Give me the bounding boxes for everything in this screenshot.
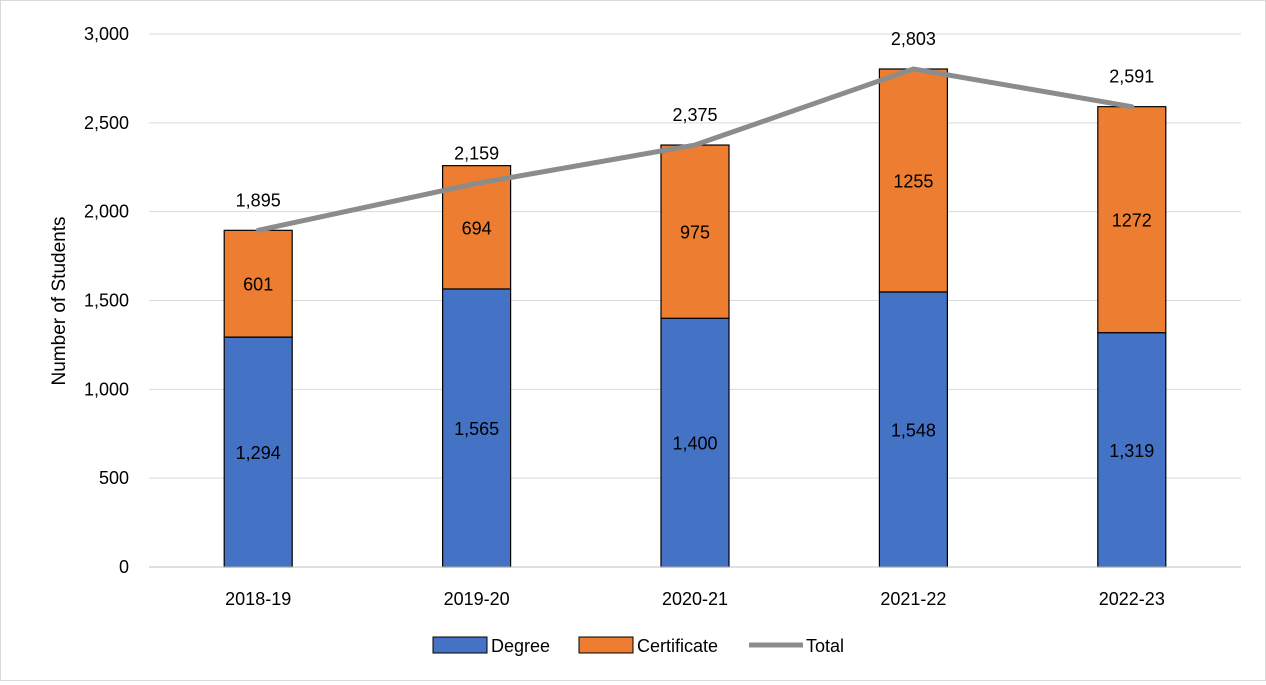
- y-tick-label: 1,000: [84, 379, 129, 399]
- data-label-total: 2,159: [454, 143, 499, 163]
- x-tick-label: 2021-22: [880, 589, 946, 609]
- data-label-degree: 1,565: [454, 419, 499, 439]
- legend-swatch-degree: [432, 636, 488, 654]
- data-label-degree: 1,400: [672, 434, 717, 454]
- bar-certificate: [223, 229, 293, 338]
- x-tick-label: 2018-19: [225, 589, 291, 609]
- x-axis-ticks: 2018-19 2019-20 2020-21 2021-22 2022-23: [149, 566, 1241, 609]
- data-label-total: 2,591: [1109, 67, 1154, 87]
- data-label-total: 2,375: [672, 105, 717, 125]
- data-label-certificate: 1272: [1112, 211, 1152, 231]
- bar-certificate: [1097, 106, 1167, 334]
- x-tick-label: 2022-23: [1099, 589, 1165, 609]
- data-label-degree: 1,294: [236, 443, 281, 463]
- y-tick-label: 2,000: [84, 202, 129, 222]
- total-series-line: [255, 66, 1135, 233]
- legend-label-certificate: Certificate: [637, 636, 718, 656]
- x-tick-label: 2020-21: [662, 589, 728, 609]
- legend-label-degree: Degree: [491, 636, 550, 656]
- data-label-certificate: 694: [462, 218, 492, 238]
- y-tick-label: 3,000: [84, 24, 129, 44]
- bar-certificate: [878, 68, 949, 293]
- bar-degree: [442, 288, 512, 568]
- data-label-degree: 1,548: [891, 420, 936, 440]
- bar-certificate: [660, 144, 730, 319]
- y-tick-label: 2,500: [84, 113, 129, 133]
- y-tick-label: 1,500: [84, 291, 129, 311]
- legend: Degree Certificate Total: [432, 636, 844, 656]
- bar-degree: [878, 291, 949, 568]
- data-labels: 1,294 601 1,565 694 1,400 975 1,548 1255 1,319 12…: [236, 29, 1155, 463]
- y-tick-label: 0: [119, 557, 129, 577]
- legend-label-total: Total: [806, 636, 844, 656]
- data-label-certificate: 1255: [893, 171, 933, 191]
- y-axis-ticks: 0 500 1,000 1,500 2,000 2,500 3,000: [84, 24, 129, 577]
- data-label-total: 1,895: [236, 190, 281, 210]
- legend-swatch-certificate: [578, 636, 634, 654]
- y-tick-label: 500: [99, 468, 129, 488]
- x-tick-label: 2019-20: [444, 589, 510, 609]
- data-label-certificate: 975: [680, 223, 710, 243]
- total-line: [255, 66, 1135, 233]
- bar-degree: [660, 317, 730, 568]
- bar-degree: [1097, 332, 1167, 568]
- data-label-total: 2,803: [891, 29, 936, 49]
- data-label-certificate: 601: [243, 275, 273, 295]
- data-label-degree: 1,319: [1109, 441, 1154, 461]
- y-axis-title: Number of Students: [49, 217, 70, 386]
- bars: [223, 68, 1167, 568]
